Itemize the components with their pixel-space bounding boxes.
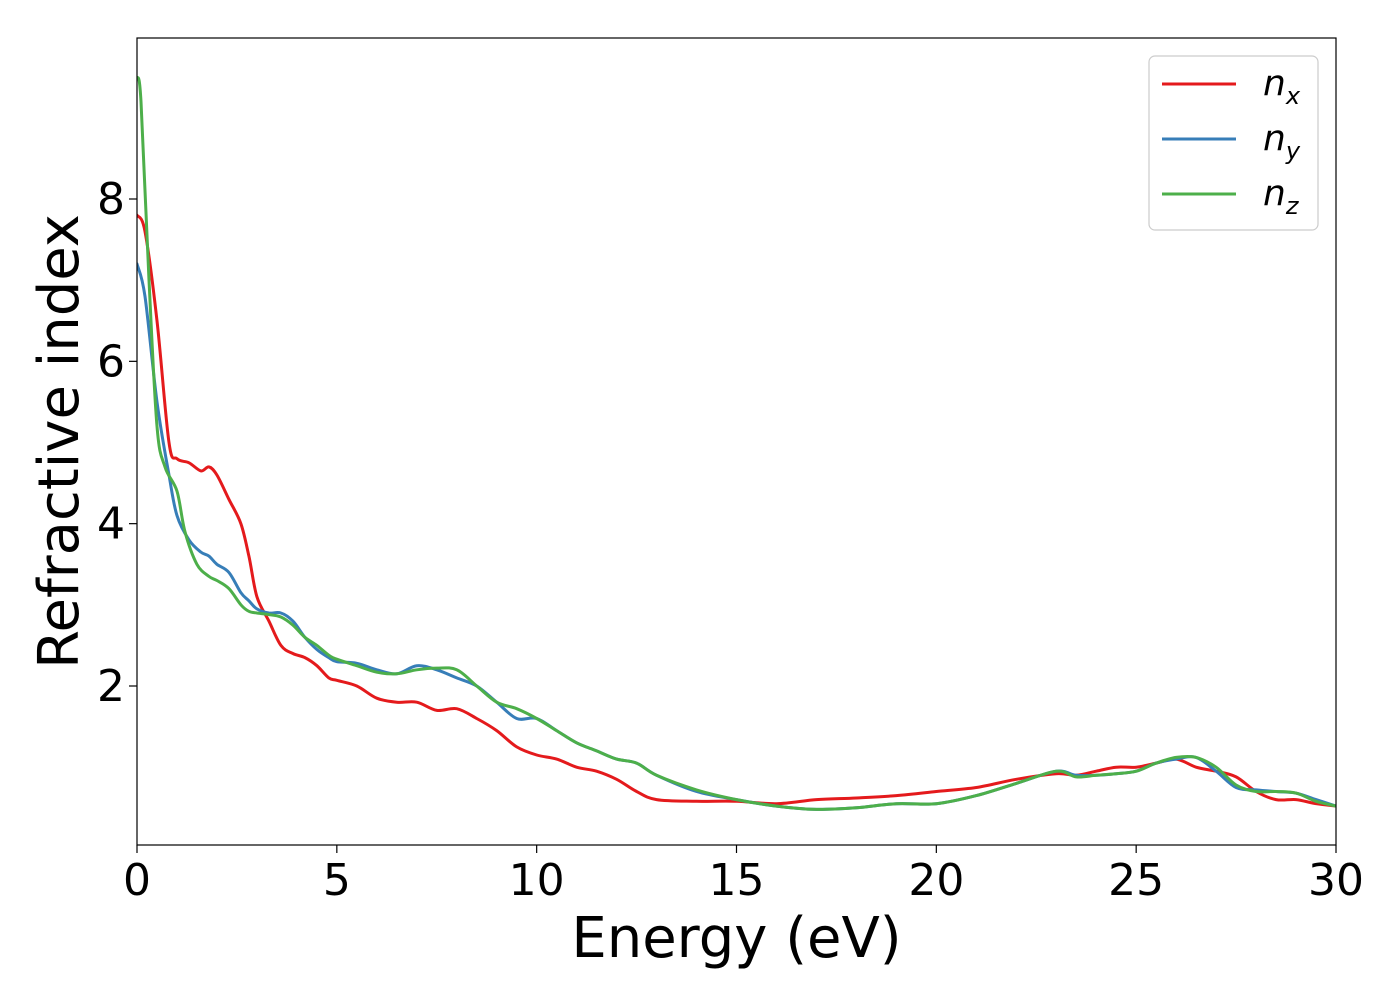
y-tick-label: 8 <box>97 174 125 225</box>
x-tick-label: 10 <box>509 855 565 906</box>
x-axis-label: Energy (eV) <box>571 906 901 971</box>
series-line-nz <box>137 75 1336 811</box>
series-line-nx <box>137 213 1336 808</box>
x-tick-label: 0 <box>123 855 151 906</box>
x-tick-label: 20 <box>908 855 964 906</box>
x-tick-label: 15 <box>709 855 765 906</box>
legend-box <box>1148 55 1319 231</box>
ticks-layer: 0 5 10 15 20 25 30 2 4 6 8 <box>97 174 1364 906</box>
y-tick-label: 6 <box>97 336 125 387</box>
series-layer <box>137 75 1336 811</box>
y-tick-label: 2 <box>97 661 125 712</box>
x-tick-label: 25 <box>1108 855 1164 906</box>
y-axis-label: Refractive index <box>27 214 92 669</box>
x-tick-label: 30 <box>1308 855 1364 906</box>
legend-label-nz: nz <box>1263 173 1300 220</box>
legend-label-nx: nx <box>1263 63 1301 110</box>
series-line-ny <box>137 262 1336 811</box>
legend: nx ny nz <box>1148 55 1319 231</box>
legend-label-ny: ny <box>1263 118 1301 165</box>
x-tick-label: 5 <box>323 855 351 906</box>
y-tick-label: 4 <box>97 499 125 550</box>
